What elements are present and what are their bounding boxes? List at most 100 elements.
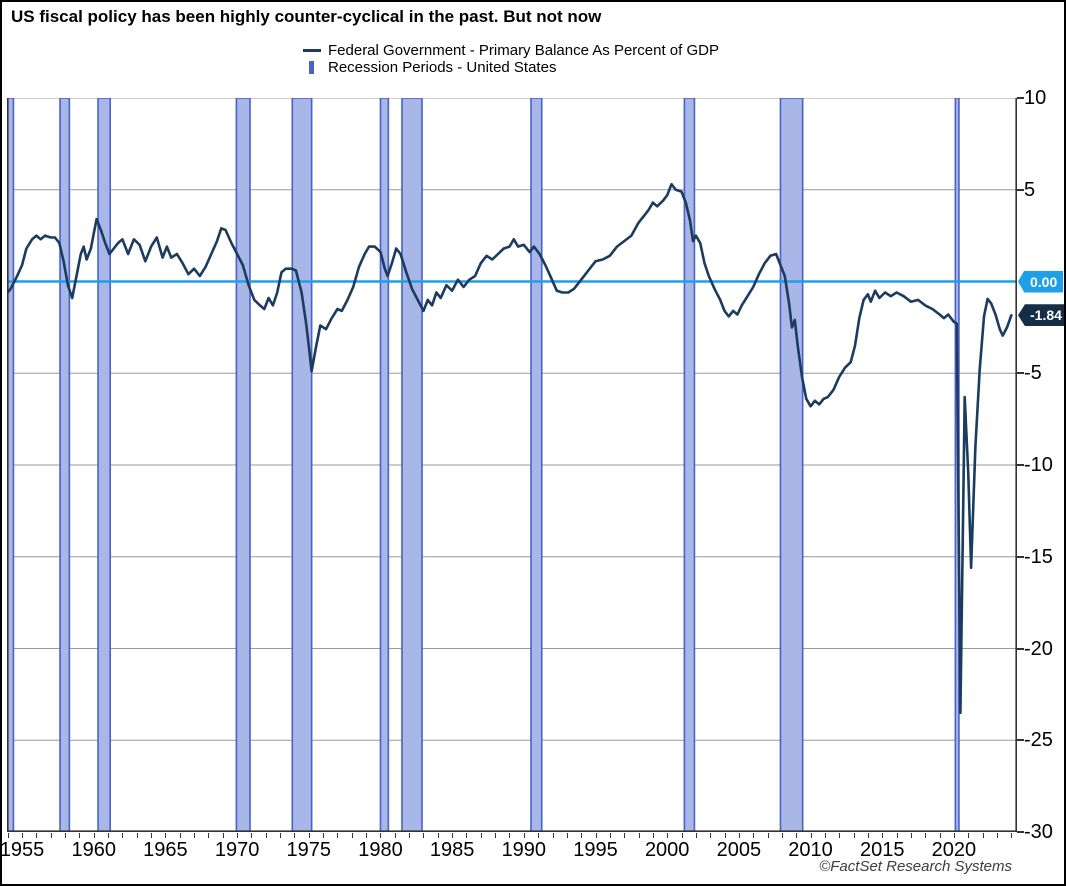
x-tick-mark — [681, 833, 683, 838]
y-tick-label: -20 — [1024, 637, 1053, 660]
x-tick-mark — [925, 833, 927, 838]
x-tick-mark — [108, 833, 110, 838]
x-tick-mark — [982, 833, 984, 838]
x-tick-mark — [222, 833, 224, 838]
x-tick-mark — [839, 833, 841, 838]
x-tick-mark — [179, 833, 181, 838]
x-tick-label: 2015 — [859, 839, 905, 861]
recession-band — [59, 98, 71, 832]
x-tick-mark — [896, 833, 898, 838]
x-tick-mark — [136, 833, 138, 838]
x-tick-mark — [122, 833, 124, 838]
x-tick-mark — [79, 833, 81, 838]
primary-balance-line — [7, 182, 1013, 715]
y-tick-label: -5 — [1024, 362, 1042, 385]
recession-band — [683, 98, 696, 832]
x-tick-label: 2020 — [931, 839, 977, 861]
x-tick-mark — [767, 833, 769, 838]
x-tick-mark — [738, 833, 740, 838]
x-tick-mark — [466, 833, 468, 838]
x-tick-mark — [638, 833, 640, 838]
x-tick-mark — [996, 833, 998, 838]
x-tick-mark — [667, 833, 669, 838]
x-tick-label: 1955 — [0, 839, 45, 861]
recession-band — [97, 98, 112, 832]
x-tick-mark — [552, 833, 554, 838]
y-tick-label: -15 — [1024, 545, 1053, 568]
recession-band — [530, 98, 543, 832]
x-tick-mark — [810, 833, 812, 838]
x-tick-mark — [695, 833, 697, 838]
x-tick-mark — [595, 833, 597, 838]
recession-band — [235, 98, 251, 832]
x-tick-label: 1960 — [71, 839, 116, 861]
x-tick-mark — [624, 833, 626, 838]
x-tick-mark — [308, 833, 310, 838]
y-tick-label: -25 — [1024, 729, 1053, 752]
x-tick-mark — [538, 833, 540, 838]
x-tick-mark — [265, 833, 267, 838]
y-tick-mark — [1017, 188, 1024, 191]
x-tick-mark — [380, 833, 382, 838]
x-tick-mark — [581, 833, 583, 838]
legend-item-recession-periods: Recession Periods - United States — [303, 59, 719, 76]
x-tick-mark — [867, 833, 869, 838]
x-tick-mark — [652, 833, 654, 838]
legend: Federal Government - Primary Balance As … — [303, 42, 719, 76]
y-tick-label: 10 — [1024, 87, 1047, 109]
legend-label: Federal Government - Primary Balance As … — [328, 41, 719, 59]
x-tick-mark — [710, 833, 712, 838]
x-tick-label: 1965 — [143, 839, 188, 861]
y-tick-mark — [1017, 739, 1024, 742]
x-tick-mark — [953, 833, 955, 838]
y-tick-mark — [1017, 372, 1024, 375]
last-value-badge: -1.84 — [1018, 304, 1064, 327]
recession-band — [7, 98, 15, 832]
x-tick-mark — [22, 833, 24, 838]
recession-band — [401, 98, 423, 832]
x-tick-mark — [237, 833, 239, 838]
x-tick-mark — [93, 833, 95, 838]
x-tick-label: 1980 — [358, 839, 403, 861]
x-tick-mark — [194, 833, 196, 838]
x-tick-mark — [824, 833, 826, 838]
x-tick-label: 2005 — [716, 839, 762, 861]
x-tick-mark — [480, 833, 482, 838]
y-tick-label: 5 — [1024, 178, 1036, 201]
source-credit: ©FactSet Research Systems — [819, 858, 1012, 875]
chart-title: US fiscal policy has been highly counter… — [11, 7, 602, 26]
x-tick-mark — [280, 833, 282, 838]
zero-line-value-badge: 0.00 — [1018, 270, 1064, 293]
x-tick-mark — [781, 833, 783, 838]
x-tick-mark — [394, 833, 396, 838]
x-tick-mark — [294, 833, 296, 838]
x-tick-mark — [208, 833, 210, 838]
y-tick-mark — [1017, 464, 1024, 466]
x-tick-mark — [523, 833, 525, 838]
line-series-swatch-icon — [303, 48, 321, 52]
chart-plot-area — [7, 98, 1017, 832]
x-tick-mark — [323, 833, 325, 838]
x-tick-mark — [7, 833, 9, 838]
y-tick-mark — [1017, 555, 1024, 558]
x-tick-mark — [853, 833, 855, 838]
x-tick-label: 1975 — [286, 839, 332, 861]
y-tick-mark — [1017, 97, 1024, 99]
x-tick-label: 2000 — [644, 839, 690, 861]
legend-item-primary-balance: Federal Government - Primary Balance As … — [303, 41, 719, 59]
x-tick-mark — [423, 833, 425, 838]
x-tick-mark — [495, 833, 497, 838]
x-tick-mark — [882, 833, 884, 838]
x-tick-mark — [36, 833, 38, 838]
x-tick-label: 2010 — [788, 839, 833, 861]
recession-band — [779, 98, 804, 832]
x-tick-mark — [566, 833, 568, 838]
x-tick-mark — [609, 833, 611, 838]
x-tick-mark — [165, 833, 167, 838]
x-tick-mark — [351, 833, 353, 838]
x-tick-mark — [910, 833, 912, 838]
y-tick-mark — [1017, 831, 1024, 833]
recession-band-swatch-icon — [309, 60, 314, 74]
x-tick-mark — [724, 833, 726, 838]
